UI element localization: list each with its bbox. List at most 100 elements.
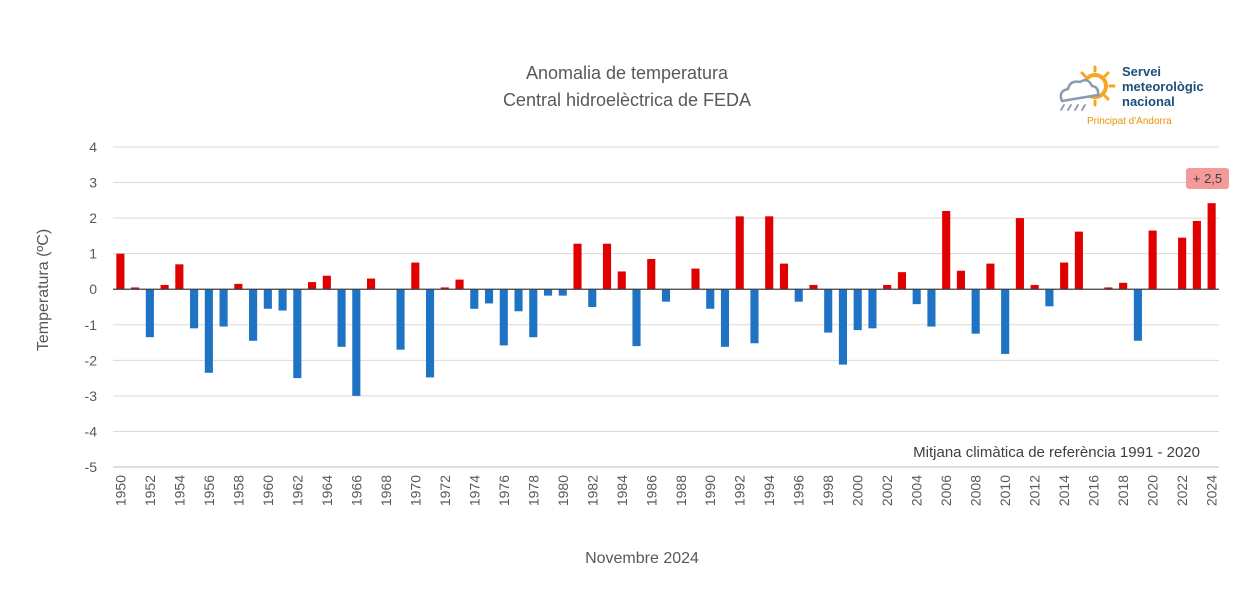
bar-1974	[470, 289, 479, 309]
x-tick-label: 2002	[879, 475, 895, 506]
bar-1965	[337, 289, 346, 347]
last-value-callout: + 2,5	[1186, 168, 1229, 189]
bar-2005	[927, 289, 936, 327]
x-tick-label: 1994	[761, 475, 777, 506]
bar-1977	[514, 289, 523, 312]
bar-1976	[499, 289, 508, 346]
x-tick-label: 1958	[230, 475, 246, 506]
bar-1953	[160, 284, 169, 290]
bar-2004	[912, 289, 921, 305]
x-tick-label: 1986	[643, 475, 659, 506]
bar-1955	[190, 289, 199, 329]
bar-1963	[308, 282, 317, 290]
bar-1959	[249, 289, 258, 341]
bar-1966	[352, 289, 361, 396]
bar-1989	[691, 268, 700, 290]
x-tick-label: 2012	[1027, 475, 1043, 506]
bar-1984	[617, 271, 626, 290]
x-tick-label: 1992	[732, 475, 748, 506]
bar-1950	[116, 253, 125, 290]
bar-1956	[204, 289, 213, 373]
x-tick-label: 2016	[1086, 475, 1102, 506]
x-tick-label: 2004	[909, 475, 925, 506]
bar-2006	[942, 211, 951, 290]
bar-1973	[455, 279, 464, 290]
bar-1995	[779, 263, 789, 290]
bar-1967	[367, 278, 376, 290]
bar-1982	[588, 289, 597, 307]
x-tick-label: 1998	[820, 475, 836, 506]
x-tick-label: 1970	[407, 475, 423, 506]
x-tick-label: 1988	[673, 475, 689, 506]
x-tick-label: 1956	[201, 475, 217, 506]
bar-2012	[1030, 284, 1039, 290]
x-tick-label: 1990	[702, 475, 718, 506]
callout-box	[1186, 168, 1229, 189]
bar-1994	[765, 216, 774, 290]
bar-1981	[573, 243, 582, 290]
bar-1972	[440, 287, 449, 290]
y-axis-title: Temperatura (ºC)	[35, 229, 52, 351]
bar-1999	[838, 289, 848, 365]
bar-2007	[956, 270, 965, 290]
y-tick-label: 2	[89, 210, 97, 226]
bar-1992	[735, 216, 744, 290]
bar-1961	[278, 289, 287, 311]
bar-1964	[322, 275, 331, 290]
x-tick-label: 2010	[997, 475, 1013, 506]
x-tick-label: 1982	[584, 475, 600, 506]
bar-2013	[1045, 289, 1054, 307]
bar-2003	[897, 272, 906, 290]
x-tick-label: 2006	[938, 475, 954, 506]
bar-1997	[809, 284, 818, 290]
bar-1980	[558, 289, 567, 296]
bar-1970	[411, 262, 420, 290]
x-tick-label: 1960	[260, 475, 276, 506]
bar-2018	[1119, 282, 1128, 290]
bar-1996	[794, 289, 803, 302]
bar-1979	[543, 289, 553, 296]
y-tick-label: 3	[89, 175, 97, 191]
x-tick-label: 2018	[1115, 475, 1131, 506]
bar-2001	[868, 289, 877, 329]
bars	[116, 203, 1216, 396]
bar-1975	[484, 289, 494, 304]
y-tick-label: -3	[85, 388, 98, 404]
bar-2011	[1015, 218, 1024, 290]
bar-1978	[529, 289, 538, 338]
bar-2010	[1001, 289, 1010, 354]
x-tick-label: 1996	[791, 475, 807, 506]
bar-1983	[602, 243, 612, 290]
x-tick-label: 2024	[1204, 475, 1220, 506]
x-tick-label: 2014	[1056, 475, 1072, 506]
bar-1993	[750, 289, 759, 344]
bar-1969	[396, 289, 405, 350]
sun-cloud-icon	[1059, 65, 1116, 111]
y-axis-ticks: 4 3 2 1 0 -1 -2 -3 -4 -5	[85, 139, 98, 475]
bar-2014	[1060, 262, 1069, 290]
x-tick-label: 2020	[1145, 475, 1161, 506]
smn-logo: Servei meteorològic nacional Principat d…	[1059, 64, 1204, 127]
x-tick-label: 1966	[348, 475, 364, 506]
bar-1962	[293, 289, 302, 379]
bar-1987	[661, 289, 671, 302]
y-tick-label: -5	[85, 459, 98, 475]
x-tick-label: 1962	[289, 475, 305, 506]
x-tick-label: 1954	[171, 475, 187, 506]
logo-line-1: Servei	[1122, 64, 1161, 79]
x-tick-label: 2008	[968, 475, 984, 506]
y-tick-label: 0	[89, 281, 97, 297]
bar-1971	[426, 289, 435, 378]
bar-1991	[720, 289, 730, 347]
bar-2020	[1148, 230, 1157, 290]
bar-1951	[131, 287, 140, 290]
y-tick-label: -1	[85, 317, 98, 333]
bar-2008	[971, 289, 980, 334]
bar-2019	[1133, 289, 1142, 341]
bar-1958	[234, 283, 243, 290]
bar-1986	[647, 259, 656, 290]
callout-label: + 2,5	[1193, 171, 1222, 186]
bar-1952	[145, 289, 154, 338]
x-tick-label: 1950	[112, 475, 128, 506]
bar-2000	[853, 289, 862, 331]
